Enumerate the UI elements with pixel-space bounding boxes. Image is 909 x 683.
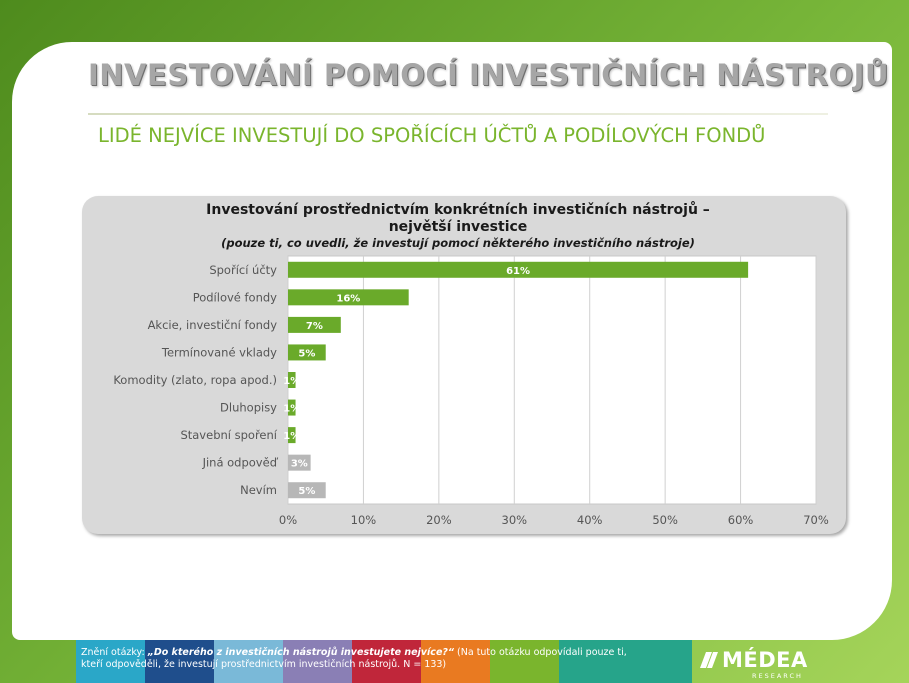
bar-value-label: 5%	[298, 348, 315, 359]
logo-wordmark: MÉDEA	[722, 648, 808, 672]
bar-value-label: 61%	[506, 266, 530, 277]
bar-value-label: 5%	[298, 486, 315, 497]
bar-value-label: 1%	[283, 404, 300, 415]
footer-stripe	[76, 640, 145, 683]
bar-chart: Investování prostřednictvím konkrétních …	[113, 201, 829, 527]
footer-stripe	[559, 640, 692, 683]
logo-subtext: RESEARCH	[752, 672, 803, 680]
x-tick-label: 70%	[803, 513, 829, 527]
chart-title-line-1: Investování prostřednictvím konkrétních …	[206, 201, 710, 218]
chart-title-line-2: největší investice	[389, 219, 528, 235]
x-tick-label: 50%	[652, 513, 678, 527]
footer-stripe	[352, 640, 421, 683]
x-tick-label: 0%	[279, 513, 297, 527]
bar	[288, 399, 296, 416]
y-category-label: Podílové fondy	[193, 290, 277, 304]
footer-stripe	[421, 640, 490, 683]
footer-bar: Znění otázky: „Do kterého z investičních…	[0, 640, 909, 683]
slide-title: INVESTOVÁNÍ POMOCÍ INVESTIČNÍCH NÁSTROJŮ	[88, 58, 889, 92]
bar-value-label: 3%	[291, 459, 308, 470]
footer-color-stripes	[76, 640, 692, 683]
bar-value-label: 1%	[283, 431, 300, 442]
bar	[288, 344, 326, 361]
bar	[288, 289, 409, 306]
logo-mark-icon	[700, 652, 718, 668]
question-note: Znění otázky: „Do kterého z investičních…	[81, 647, 641, 671]
x-tick-label: 60%	[728, 513, 754, 527]
bar-value-label: 7%	[306, 321, 323, 332]
y-category-label: Termínované vklady	[161, 345, 277, 359]
y-category-label: Stavební spoření	[180, 428, 277, 442]
y-category-label: Akcie, investiční fondy	[148, 318, 278, 332]
y-category-label: Spořící účty	[209, 263, 277, 277]
title-divider	[88, 113, 828, 115]
footer-stripe	[490, 640, 559, 683]
x-tick-label: 20%	[426, 513, 452, 527]
chart-subtitle: (pouze ti, co uvedli, že investují pomoc…	[221, 236, 695, 250]
footer-stripe	[145, 640, 214, 683]
medea-logo: MÉDEA RESEARCH	[700, 648, 820, 680]
footer-stripe	[214, 640, 283, 683]
y-category-label: Komodity (zlato, ropa apod.)	[113, 373, 277, 387]
bar-value-label: 16%	[336, 293, 360, 304]
bar	[288, 482, 326, 499]
question-text: „Do kterého z investičních nástrojů inve…	[147, 647, 455, 658]
question-footnote: (Na tuto otázku odpovídali pouze ti, kte…	[81, 647, 627, 670]
slide-subtitle: LIDÉ NEJVÍCE INVESTUJÍ DO SPOŘÍCÍCH ÚČTŮ…	[98, 124, 766, 147]
bar-value-label: 1%	[283, 376, 300, 387]
question-prefix: Znění otázky:	[81, 647, 148, 658]
y-category-label: Dluhopisy	[220, 401, 277, 415]
y-category-label: Jiná odpověď	[202, 456, 279, 470]
y-category-label: Nevím	[240, 483, 277, 497]
x-tick-label: 30%	[502, 513, 528, 527]
footer-stripe	[283, 640, 352, 683]
bar	[288, 316, 341, 333]
x-tick-label: 10%	[351, 513, 377, 527]
bar	[288, 261, 749, 278]
bar	[288, 454, 311, 471]
bar	[288, 427, 296, 444]
bar	[288, 372, 296, 388]
chart-panel: Investování prostřednictvím konkrétních …	[82, 196, 846, 534]
x-tick-label: 40%	[577, 513, 603, 527]
